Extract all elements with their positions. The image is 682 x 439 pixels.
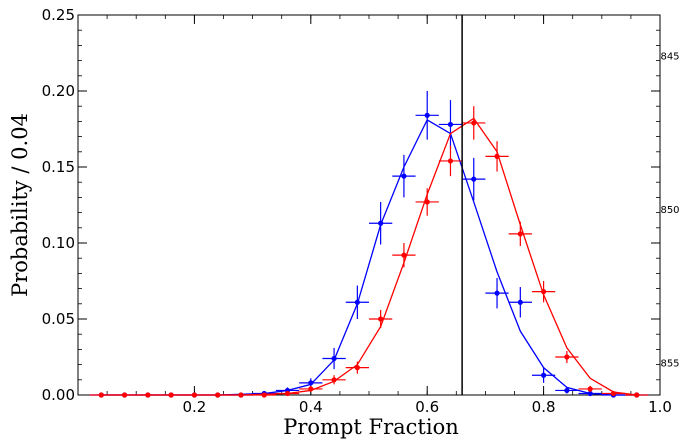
x-tick-label: 0.4: [299, 398, 323, 416]
x-tick-label: 1.0: [648, 398, 672, 416]
plot-frame: [77, 14, 661, 396]
data-point: [462, 157, 486, 201]
point-marker: [541, 289, 547, 295]
point-marker: [610, 390, 617, 397]
data-point: [229, 392, 253, 398]
data-point: [392, 243, 416, 268]
data-point: [508, 287, 532, 318]
point-marker: [424, 199, 430, 205]
point-marker: [145, 392, 151, 398]
point-marker: [471, 176, 477, 182]
y-axis-ticks: 0.00 0.05 0.10 0.15 0.20 0.25: [42, 6, 660, 404]
point-marker: [424, 112, 430, 118]
point-marker: [261, 392, 267, 398]
point-marker: [401, 173, 407, 179]
point-marker: [238, 392, 244, 398]
data-point: [369, 201, 393, 245]
data-point: [438, 100, 463, 149]
point-marker: [447, 121, 454, 128]
point-marker: [308, 386, 314, 392]
point-marker: [401, 252, 407, 258]
y-tick-label: 0.10: [42, 234, 75, 252]
point-marker: [354, 299, 360, 305]
point-marker: [378, 316, 384, 322]
point-marker: [517, 299, 523, 305]
data-point: [625, 392, 649, 398]
point-marker: [564, 354, 570, 360]
series-layer: [89, 91, 649, 398]
data-point: [485, 277, 509, 309]
x-tick-label: 0.8: [532, 398, 556, 416]
x-axis-ticks: 0.2 0.4 0.6 0.8 1.0: [106, 15, 672, 416]
x-tick-label: 0.6: [415, 398, 439, 416]
point-marker: [447, 158, 454, 164]
point-marker: [308, 380, 314, 386]
data-point: [438, 145, 463, 177]
y-tick-label: 0.15: [42, 158, 75, 176]
line-number-label: 845: [660, 51, 679, 62]
data-point: [601, 390, 626, 397]
data-point: [322, 375, 346, 385]
point-marker: [191, 392, 197, 398]
x-axis-title: Prompt Fraction: [283, 415, 459, 439]
data-point: [299, 385, 323, 392]
data-point: [555, 387, 579, 394]
data-point: [275, 390, 300, 397]
point-marker: [494, 290, 500, 296]
point-marker: [121, 392, 128, 398]
line-number-label: 855: [660, 358, 679, 369]
data-point: [369, 309, 393, 329]
series-model-line: [101, 117, 637, 396]
data-point: [555, 350, 579, 364]
point-marker: [517, 231, 523, 237]
point-marker: [494, 153, 500, 159]
y-tick-label: 0.05: [42, 310, 75, 328]
point-marker: [587, 390, 593, 397]
point-marker: [378, 220, 384, 226]
point-marker: [564, 387, 570, 394]
point-marker: [215, 392, 221, 398]
data-point: [485, 141, 509, 172]
y-tick-label: 0.25: [42, 6, 75, 24]
data-point: [508, 221, 532, 247]
data-point: [322, 347, 346, 370]
point-marker: [331, 377, 337, 383]
point-marker: [331, 355, 337, 362]
point-marker: [587, 386, 593, 392]
data-point: [89, 392, 113, 398]
data-point: [345, 285, 369, 319]
line-number-label: 850: [660, 205, 679, 216]
y-tick-label: 0.00: [42, 386, 75, 404]
point-marker: [284, 390, 291, 397]
data-point: [206, 392, 230, 398]
data-point: [159, 392, 183, 398]
data-point: [392, 154, 416, 198]
point-marker: [471, 120, 477, 126]
data-point: [415, 188, 439, 216]
data-point: [531, 281, 556, 303]
point-marker: [98, 392, 104, 398]
point-marker: [168, 392, 174, 398]
data-point: [112, 392, 137, 398]
x-tick-label: 0.2: [182, 398, 206, 416]
point-marker: [541, 372, 547, 378]
series-model-line: [101, 118, 637, 396]
line-numbers: 845 850 855: [660, 51, 679, 369]
data-point: [578, 385, 602, 392]
data-point: [462, 106, 486, 140]
data-point: [136, 392, 160, 398]
data-point: [578, 390, 602, 397]
data-point: [531, 367, 556, 383]
y-tick-label: 0.20: [42, 82, 75, 100]
point-marker: [634, 392, 640, 398]
data-point: [182, 392, 207, 398]
y-axis-title: Probability / 0.04: [8, 113, 32, 297]
data-point: [345, 361, 369, 374]
point-marker: [354, 365, 360, 371]
data-point: [415, 91, 439, 140]
data-point: [252, 392, 276, 398]
